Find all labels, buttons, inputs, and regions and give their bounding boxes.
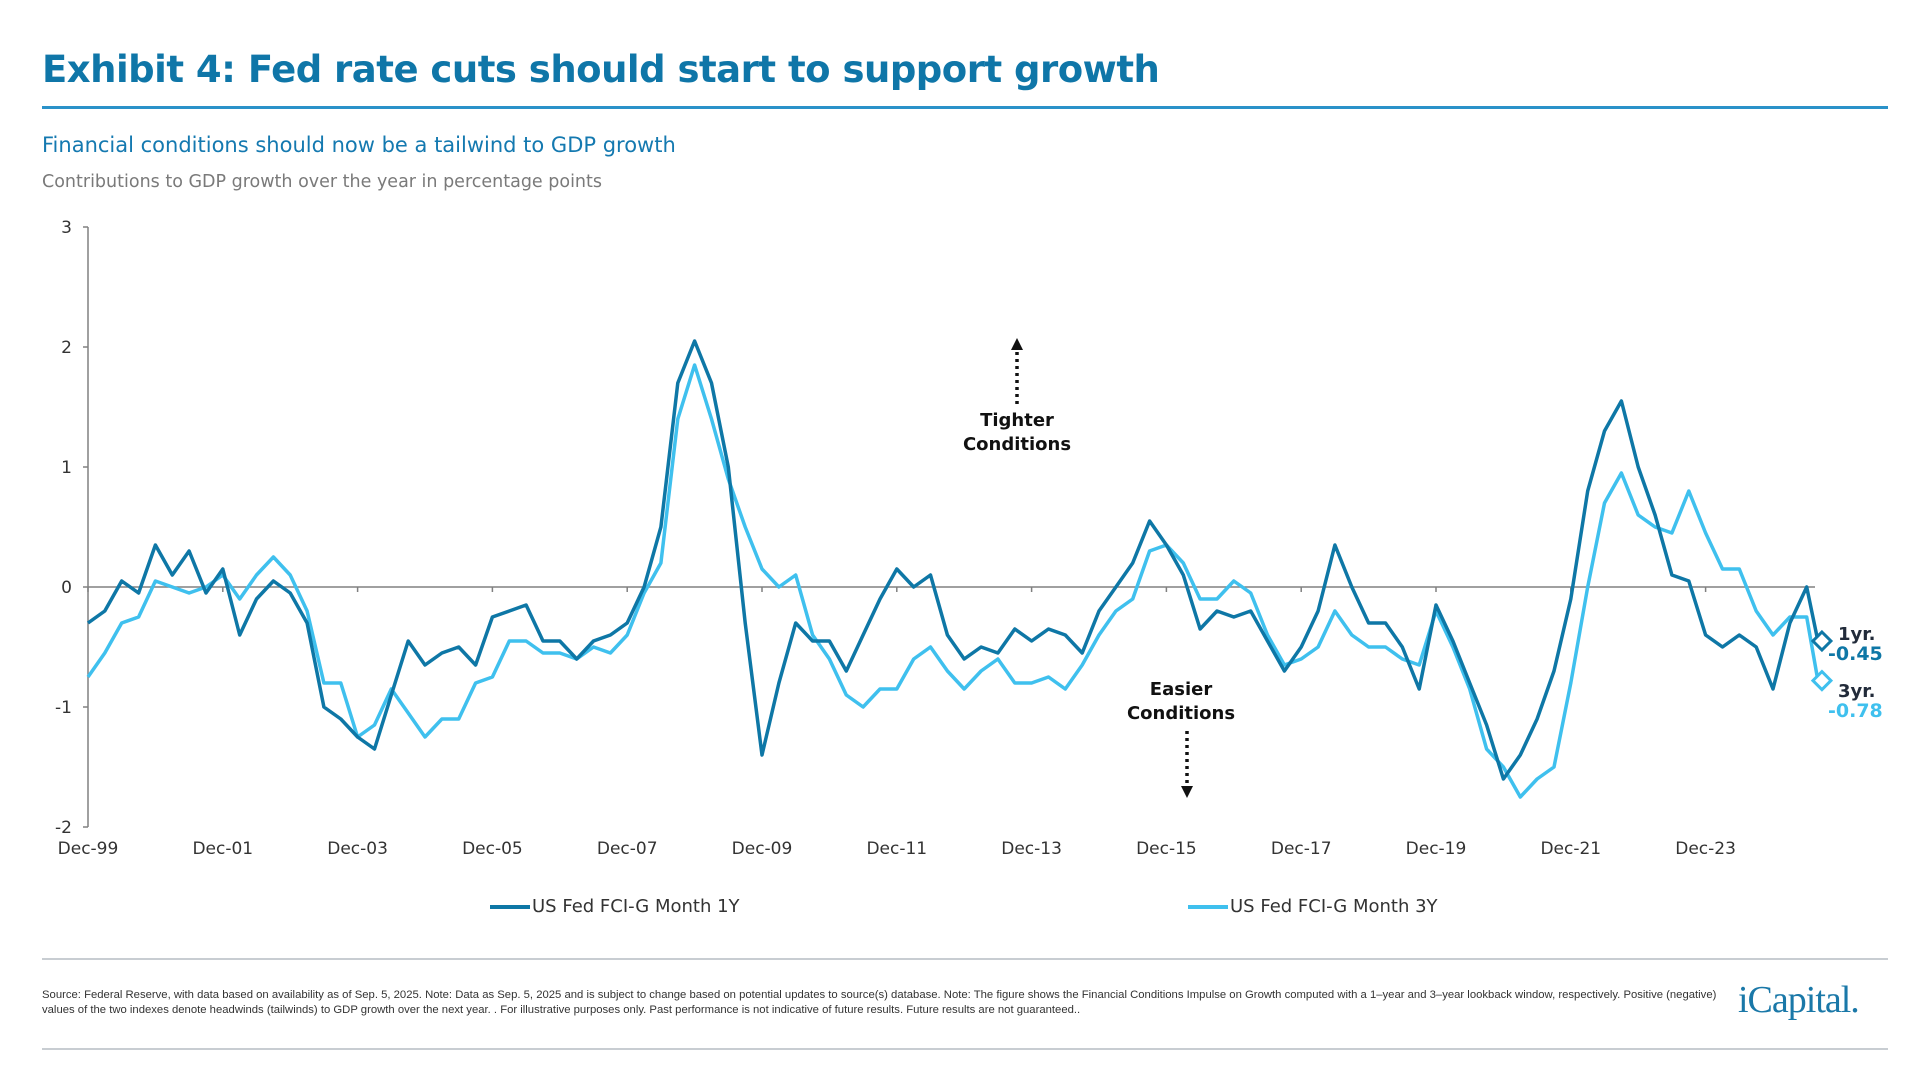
end-label-1y: 1yr. xyxy=(1838,624,1875,645)
x-tick-label: Dec-07 xyxy=(597,839,658,859)
series-line-1y xyxy=(86,339,1820,781)
legend-label-3y: US Fed FCI-G Month 3Y xyxy=(1230,896,1438,917)
x-tick-label: Dec-99 xyxy=(58,839,119,859)
annotations: Tighter Conditions Easier Conditions 1yr… xyxy=(963,338,1883,798)
x-tick-label: Dec-01 xyxy=(192,839,253,859)
end-marker-1y xyxy=(1810,629,1834,653)
y-tick-label: -1 xyxy=(55,698,72,718)
x-tick-label: Dec-09 xyxy=(732,839,793,859)
y-tick-label: -2 xyxy=(55,818,72,838)
source-note: Source: Federal Reserve, with data based… xyxy=(42,989,1717,1016)
series-lines xyxy=(86,339,1834,799)
title-rule xyxy=(42,106,1888,109)
easier-label-2: Conditions xyxy=(1127,703,1235,724)
x-tick-label: Dec-03 xyxy=(327,839,388,859)
end-label-3y: 3yr. xyxy=(1838,681,1875,702)
legend-item-3y: US Fed FCI-G Month 3Y xyxy=(1188,896,1438,917)
tighter-arrow-head xyxy=(1011,338,1023,350)
end-marker-3y xyxy=(1810,669,1834,692)
end-value-1y: -0.45 xyxy=(1828,643,1883,665)
y-tick-label: 0 xyxy=(61,578,72,598)
y-tick-label: 1 xyxy=(61,458,72,478)
easier-arrow-head xyxy=(1181,786,1193,798)
legend-swatch-1y xyxy=(490,904,530,909)
legend-label-1y: US Fed FCI-G Month 1Y xyxy=(532,896,740,917)
page-title: Exhibit 4: Fed rate cuts should start to… xyxy=(42,48,1160,91)
tighter-label-1: Tighter xyxy=(980,410,1054,431)
y-tick-label: 2 xyxy=(61,338,72,358)
x-tick-label: Dec-23 xyxy=(1675,839,1736,859)
x-tick-label: Dec-15 xyxy=(1136,839,1197,859)
x-tick-label: Dec-13 xyxy=(1001,839,1062,859)
tighter-label-2: Conditions xyxy=(963,434,1071,455)
icapital-logo: iCapital. xyxy=(1738,979,1860,1021)
legend-swatch-3y xyxy=(1188,904,1228,909)
y-tick-label: 3 xyxy=(61,218,72,238)
footer-divider-bottom xyxy=(42,1048,1888,1050)
x-tick-label: Dec-19 xyxy=(1406,839,1467,859)
x-tick-label: Dec-11 xyxy=(866,839,927,859)
chart-subtitle: Financial conditions should now be a tai… xyxy=(42,133,676,157)
footer-divider-top xyxy=(42,958,1888,960)
series-line-3y xyxy=(86,363,1820,799)
chart-description: Contributions to GDP growth over the yea… xyxy=(42,172,602,192)
x-tick-label: Dec-05 xyxy=(462,839,523,859)
easier-label-1: Easier xyxy=(1150,679,1213,700)
x-tick-label: Dec-17 xyxy=(1271,839,1332,859)
end-value-3y: -0.78 xyxy=(1828,700,1883,722)
x-tick-label: Dec-21 xyxy=(1540,839,1601,859)
legend-item-1y: US Fed FCI-G Month 1Y xyxy=(490,896,740,917)
